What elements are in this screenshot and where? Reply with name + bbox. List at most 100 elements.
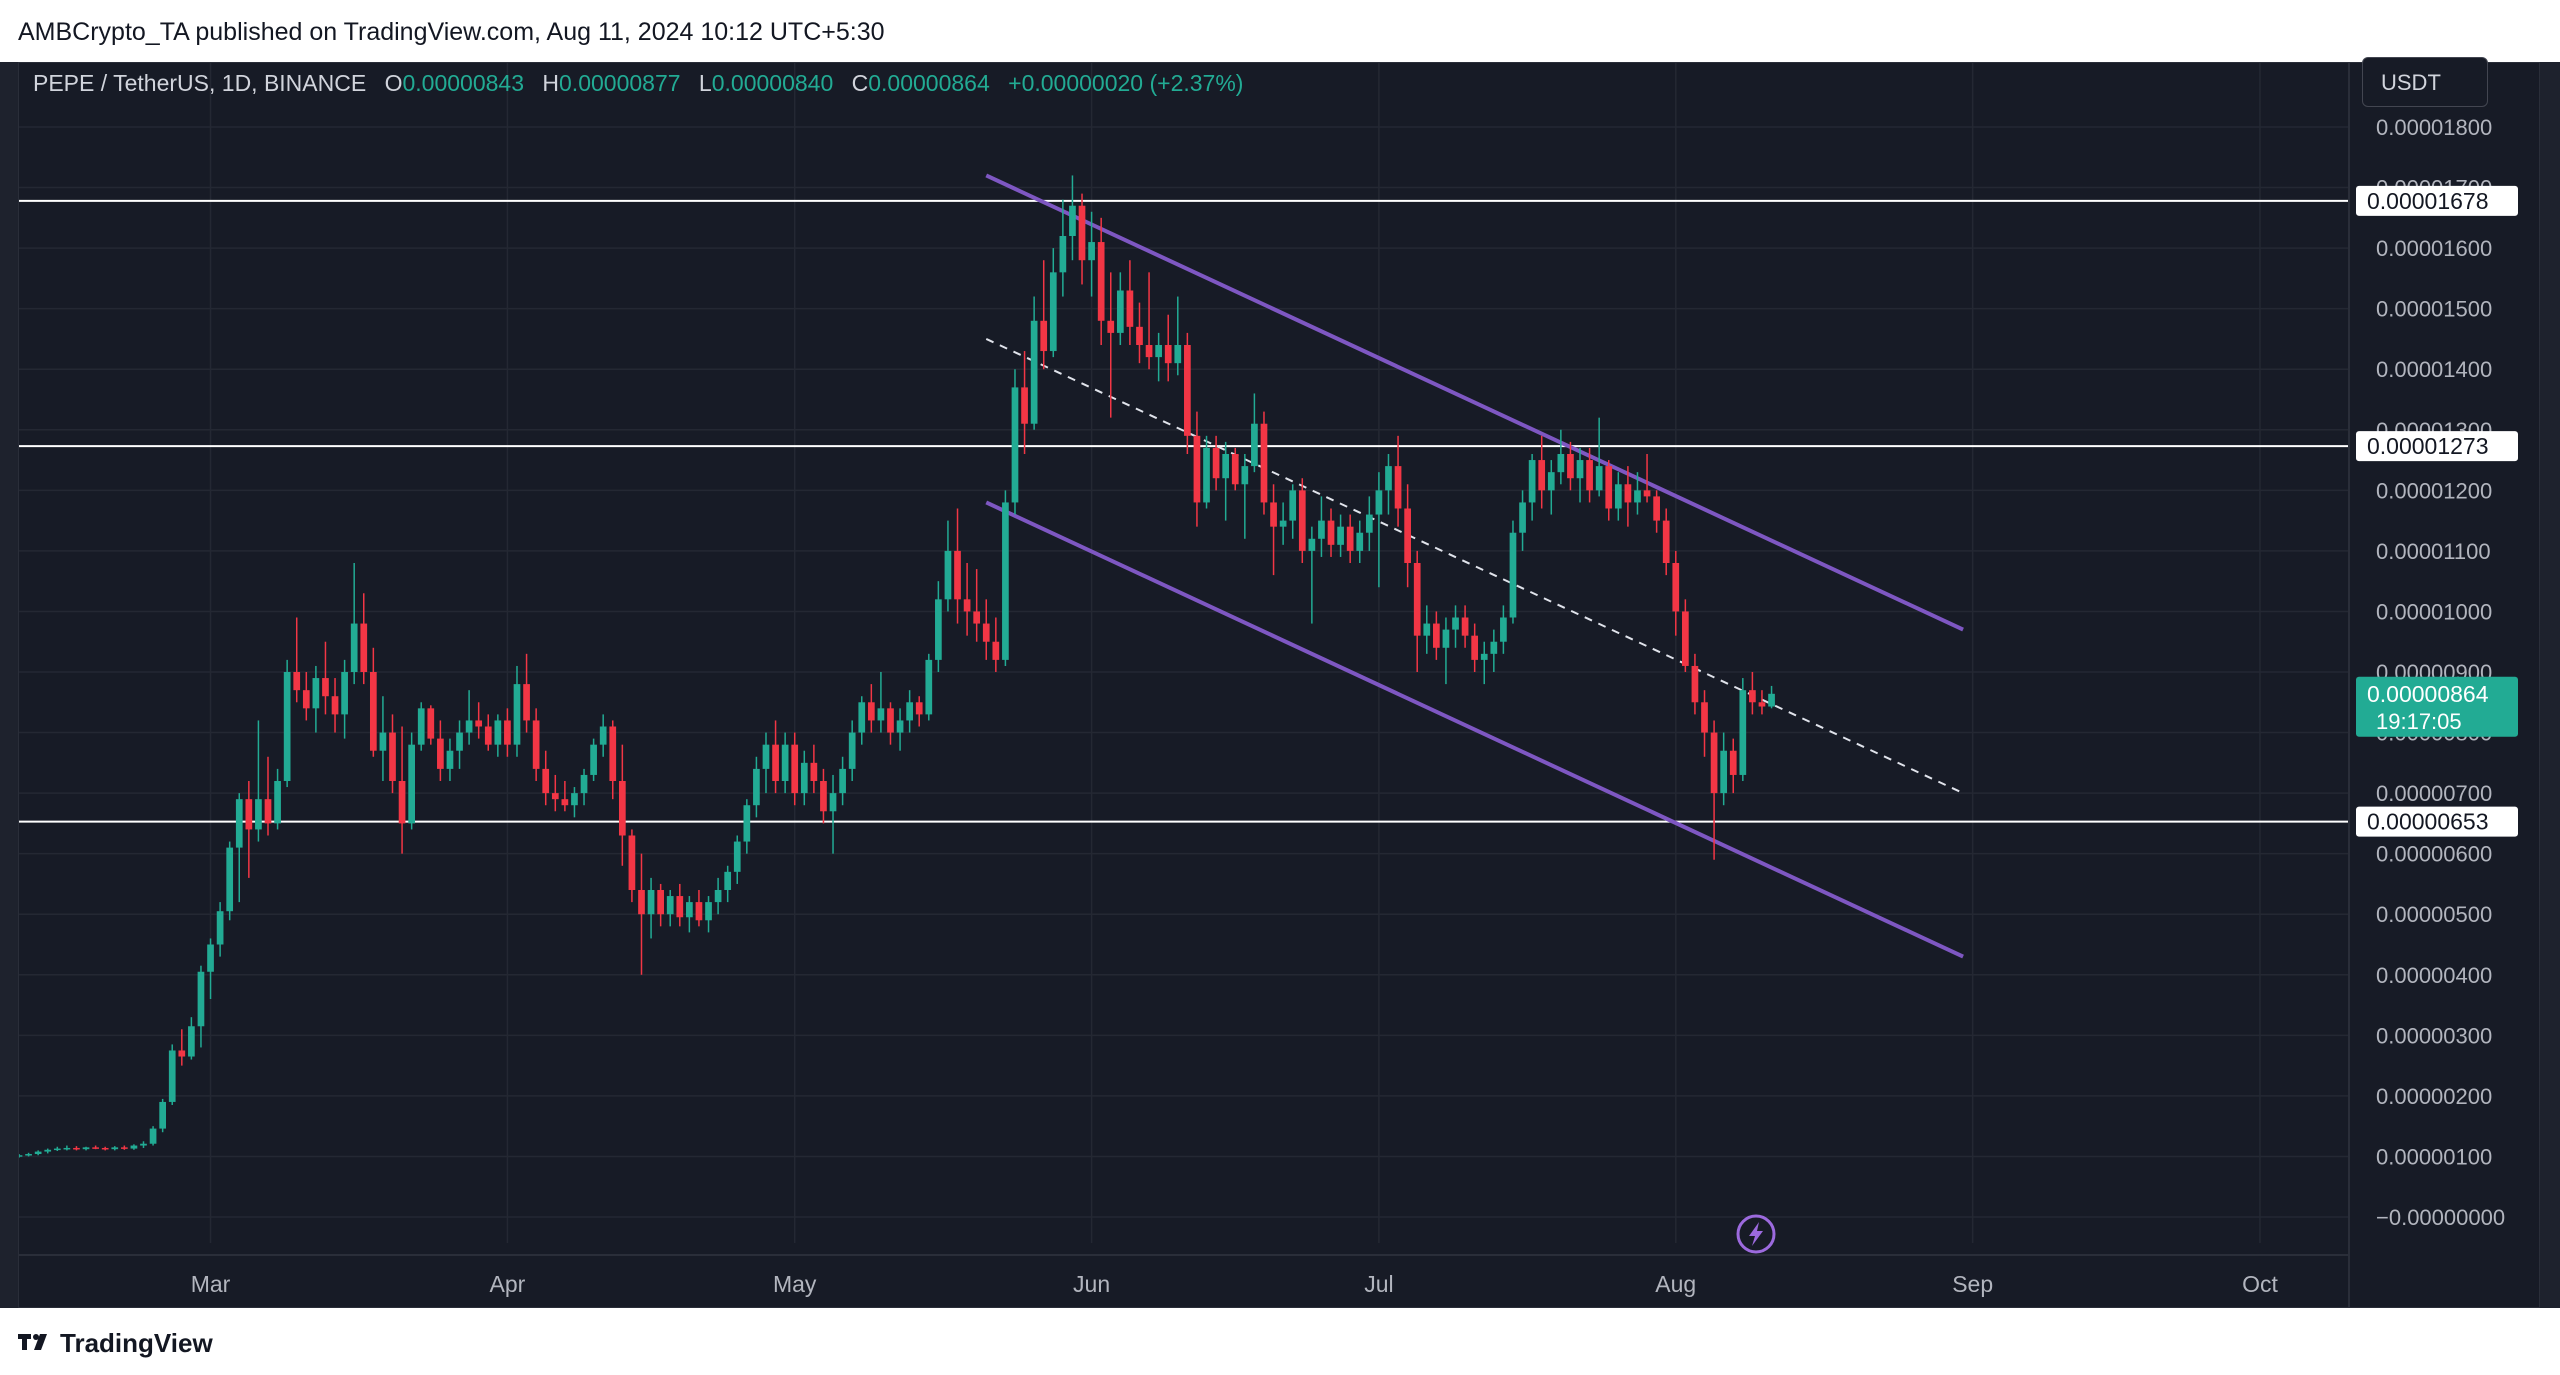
candle-body: [982, 623, 990, 642]
level-price-label: 0.00001678: [2367, 188, 2489, 214]
candle-body: [1011, 387, 1019, 503]
x-tick-label: Sep: [1952, 1271, 1993, 1297]
lightning-icon[interactable]: [1736, 1214, 1776, 1254]
candle-body: [369, 672, 377, 751]
candle-body: [1605, 466, 1613, 509]
candle-body: [456, 732, 463, 751]
candle-body: [906, 702, 913, 721]
candle-body: [1749, 690, 1756, 703]
candle-body: [1385, 466, 1392, 491]
currency-button[interactable]: USDT: [2362, 57, 2488, 107]
candle-body: [1624, 484, 1632, 503]
candle-body: [1260, 423, 1268, 503]
candle-body: [264, 799, 272, 824]
candle-body: [513, 684, 521, 745]
candle-body: [609, 726, 617, 781]
candle-body: [848, 732, 856, 769]
candle-body: [465, 720, 473, 733]
candle-body: [1634, 490, 1641, 503]
candle-body: [1528, 460, 1536, 503]
candle-body: [389, 732, 396, 781]
candle-body: [1729, 750, 1737, 775]
candle-body: [1279, 520, 1287, 527]
y-tick-label: 0.00000400: [2376, 963, 2492, 988]
y-tick-label: 0.00000200: [2376, 1084, 2492, 1109]
candle-body: [839, 768, 846, 794]
candle-body: [1739, 690, 1747, 775]
candle-body: [322, 678, 329, 697]
high-label: H: [542, 70, 560, 96]
candle-body: [1567, 454, 1574, 479]
candle-body: [1557, 454, 1565, 473]
symbol-legend: PEPE / TetherUS, 1D, BINANCE O0.00000843…: [33, 70, 1243, 97]
candle-body: [686, 902, 693, 918]
candle-body: [1490, 641, 1498, 654]
candle-body: [274, 781, 281, 824]
candle-body: [63, 1147, 71, 1150]
candle-body: [1691, 665, 1699, 703]
y-tick-label: 0.00001100: [2376, 539, 2491, 564]
y-tick-label: 0.00001800: [2376, 115, 2492, 140]
candle-body: [1164, 345, 1172, 364]
candle-body: [561, 799, 569, 806]
tradingview-brand[interactable]: TradingView: [18, 1328, 213, 1359]
candle-body: [791, 744, 799, 794]
candle-body: [341, 672, 348, 715]
candle-body: [944, 550, 952, 600]
y-tick-label: 0.00000100: [2376, 1144, 2492, 1169]
candle-body: [1614, 484, 1622, 509]
level-price-badge: [2356, 806, 2518, 837]
channel-upper-line: [985, 173, 1964, 632]
candle-body: [398, 781, 406, 824]
candle-body: [753, 768, 760, 806]
candle-body: [101, 1147, 109, 1150]
candle-body: [427, 708, 435, 739]
candle-body: [1672, 563, 1680, 612]
candle-body: [963, 599, 971, 612]
candle-body: [188, 1026, 195, 1057]
grid: [19, 63, 2349, 1243]
candle-body: [19, 1155, 23, 1157]
candle-body: [1318, 520, 1325, 539]
candle-body: [1203, 447, 1210, 503]
x-tick-label: Mar: [191, 1271, 231, 1297]
candle-body: [226, 847, 234, 912]
close-label: C: [851, 70, 869, 96]
tradingview-brand-label: TradingView: [60, 1328, 213, 1358]
candle-body: [1308, 538, 1316, 551]
candle-body: [178, 1050, 186, 1057]
candle-body: [1480, 653, 1488, 660]
level-price-badge: [2356, 185, 2518, 216]
candle-body: [293, 672, 301, 691]
candle-body: [494, 720, 502, 745]
candles: [19, 175, 1775, 1158]
candle-body: [829, 793, 837, 812]
candle-body: [1251, 423, 1258, 467]
footer-bar: [0, 1308, 2560, 1375]
candle-body: [1193, 435, 1201, 503]
candle-body: [53, 1148, 61, 1151]
candle-body: [159, 1101, 167, 1129]
candle-body: [532, 720, 540, 769]
candle-body: [25, 1154, 32, 1156]
candle-body: [245, 799, 253, 830]
y-tick-label: 0.00001000: [2376, 599, 2492, 624]
chart-frame[interactable]: −0.00000000 0.00000100 0.00000200 0.0000030…: [18, 62, 2540, 1308]
candle-body: [216, 911, 224, 945]
candle-body: [743, 805, 751, 842]
candle-body: [255, 799, 262, 830]
candle-body: [935, 599, 942, 660]
price-chart[interactable]: −0.00000000 0.00000100 0.00000200 0.0000030…: [19, 63, 2540, 1308]
change-value: +0.00000020 (+2.37%): [1008, 70, 1244, 96]
candle-body: [120, 1147, 128, 1149]
candle-body: [484, 726, 492, 745]
candle-body: [34, 1151, 42, 1155]
candle-body: [1701, 702, 1708, 733]
y-tick-label: 0.00001400: [2376, 357, 2492, 382]
candle-body: [1184, 345, 1191, 436]
candle-body: [1394, 466, 1402, 509]
candle-body: [542, 768, 550, 794]
candle-body: [44, 1149, 52, 1152]
candle-body: [1069, 205, 1076, 236]
candle-body: [1768, 693, 1775, 707]
